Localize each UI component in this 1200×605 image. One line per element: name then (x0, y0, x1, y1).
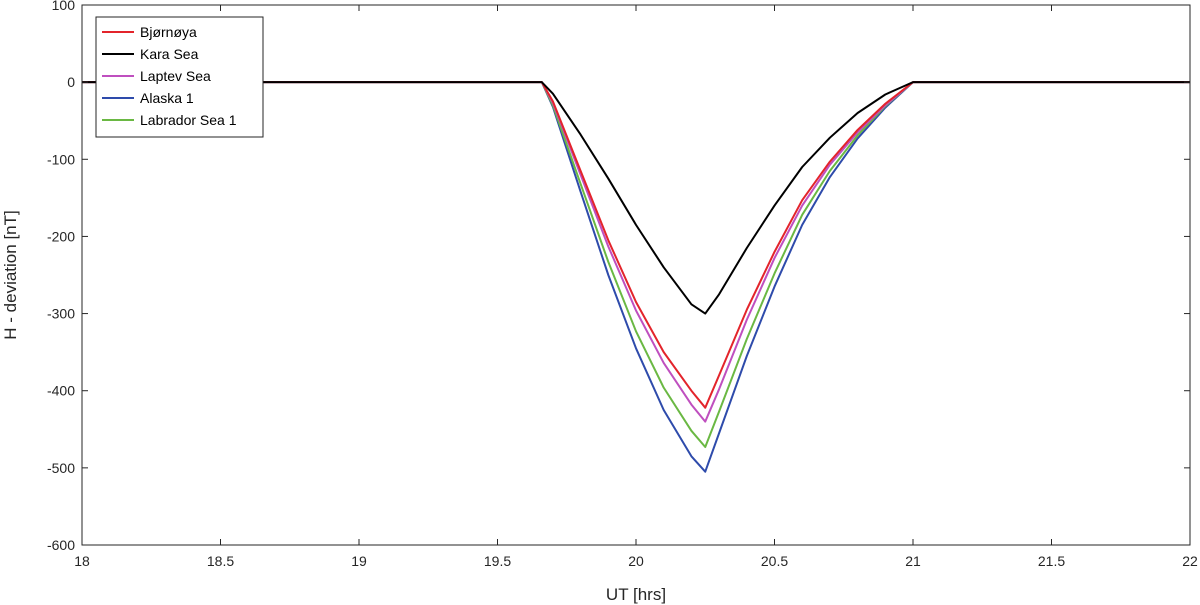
legend-label: Labrador Sea 1 (140, 112, 237, 128)
legend-label: Alaska 1 (140, 90, 194, 106)
y-tick-label: 0 (67, 74, 75, 90)
y-tick-label: -400 (47, 383, 75, 399)
x-tick-label: 21.5 (1038, 553, 1065, 569)
plot-area-background (82, 5, 1190, 545)
y-tick-label: -100 (47, 151, 75, 167)
series-line-1 (82, 81, 1190, 315)
series-line-2 (82, 81, 1190, 423)
y-axis-label: H - deviation [nT] (1, 210, 20, 339)
series-line-4 (82, 81, 1190, 449)
y-tick-label: 100 (52, 0, 76, 13)
x-tick-label: 20.5 (761, 553, 788, 569)
x-tick-label: 18.5 (207, 553, 234, 569)
legend-label: Bjørnøya (140, 24, 197, 40)
x-tick-label: 19.5 (484, 553, 511, 569)
x-tick-label: 18 (74, 553, 90, 569)
x-tick-label: 21 (905, 553, 921, 569)
x-tick-label: 22 (1182, 553, 1198, 569)
legend-label: Laptev Sea (140, 68, 211, 84)
tick-layer: 18 18.5 19 19.5 20 20.5 21 21.5 22 100 0 -100 -200 -3… (47, 0, 1198, 569)
y-tick-label: -600 (47, 537, 75, 553)
series-line-0 (82, 81, 1190, 409)
legend-label: Kara Sea (140, 46, 199, 62)
x-axis-label: UT [hrs] (606, 585, 666, 604)
y-tick-label: -500 (47, 460, 75, 476)
series-line-3 (82, 81, 1190, 473)
y-tick-label: -200 (47, 228, 75, 244)
x-tick-label: 19 (351, 553, 367, 569)
x-tick-label: 20 (628, 553, 644, 569)
legend: Bjørnøya Kara Sea Laptev Sea Alaska 1 Labrad… (95, 16, 264, 138)
series-layer (82, 81, 1190, 473)
y-tick-label: -300 (47, 306, 75, 322)
